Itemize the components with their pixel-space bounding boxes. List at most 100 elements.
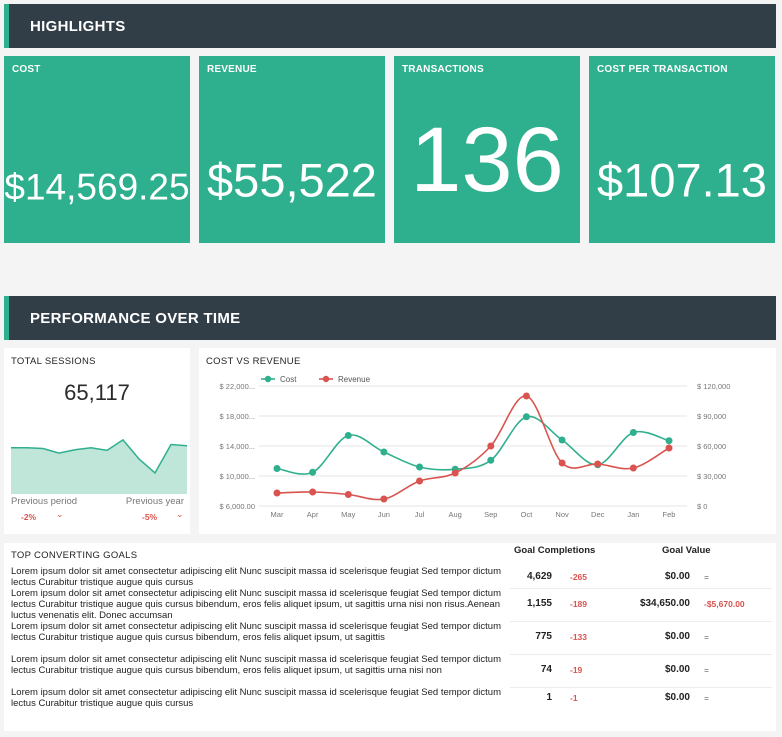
sessions-value: 65,117 (64, 380, 130, 405)
y-right-tick-label: $ 30,000 (697, 472, 726, 481)
previous-period-label: Previous period (11, 496, 78, 507)
highlights-title: HIGHLIGHTS (30, 17, 126, 35)
goal-completions: 1 (546, 692, 552, 703)
x-tick-label: Jun (378, 510, 390, 519)
legend-label: Cost (280, 375, 297, 384)
goal-description: Lorem ipsum dolor sit amet consectetur a… (11, 621, 502, 643)
x-tick-label: Apr (307, 510, 319, 519)
previous-period-value: -2% (21, 512, 37, 522)
legend-label: Revenue (338, 375, 371, 384)
revenue-point (273, 489, 281, 497)
cost-vs-revenue-chart: $ 6,000.00 $ 10,000... $ 14,000... $ 18,000… (220, 375, 731, 519)
sessions-sparkline (11, 438, 187, 494)
goal-completions: 775 (535, 631, 552, 642)
kpi-label: COST PER TRANSACTION (597, 64, 728, 75)
revenue-point (344, 491, 352, 498)
cost-point (629, 429, 637, 436)
performance-header: PERFORMANCE OVER TIME (4, 296, 776, 340)
goal-description: Lorem ipsum dolor sit amet consectetur a… (11, 566, 502, 588)
kpi-label: REVENUE (207, 64, 257, 75)
kpi-value: $107.13 (597, 153, 767, 207)
goal-completions: 4,629 (526, 571, 552, 582)
x-tick-label: Nov (555, 510, 569, 519)
goal-description: Lorem ipsum dolor sit amet consectetur a… (11, 588, 502, 621)
row-divider (510, 588, 772, 589)
revenue-point (380, 495, 388, 503)
goal-value: $0.00 (664, 692, 690, 703)
y-left-tick-label: $ 6,000.00 (220, 502, 255, 511)
goal-description: Lorem ipsum dolor sit amet consectetur a… (11, 654, 502, 676)
goal-value-delta: = (704, 572, 709, 582)
goal-completions-delta: -133 (570, 632, 588, 642)
revenue-point (522, 392, 530, 400)
revenue-series-line (276, 395, 670, 501)
sessions-title: TOTAL SESSIONS (11, 356, 96, 367)
kpi-cost-card: COST $14,569.25 (4, 56, 190, 243)
sparkline-line (11, 438, 187, 475)
revenue-point (665, 444, 673, 452)
kpi-value: 136 (410, 109, 564, 211)
goal-completions-delta: -19 (570, 665, 583, 675)
revenue-point (416, 477, 424, 485)
goal-value: $34,650.00 (639, 598, 690, 609)
cost-point (665, 437, 673, 445)
kpi-cost-per-transaction-card: COST PER TRANSACTION $107.13 (589, 56, 775, 243)
y-right-tick-label: $ 0 (697, 502, 707, 511)
row-divider (510, 654, 772, 655)
cost-point (522, 413, 530, 421)
y-right-tick-label: $ 60,000 (697, 442, 726, 451)
goal-value: $0.00 (664, 664, 690, 675)
goal-completions: 1,155 (526, 598, 552, 609)
y-left-tick-label: $ 14,000... (220, 442, 255, 451)
x-tick-label: Jul (415, 510, 425, 519)
row-divider (510, 687, 772, 688)
previous-year-label: Previous year (125, 496, 184, 507)
x-tick-label: Feb (663, 510, 676, 519)
chevron-down-icon[interactable]: ⌄ (56, 509, 64, 519)
top-converting-goals-panel: TOP CONVERTING GOALS Goal Completions Go… (4, 543, 776, 731)
legend-swatch-dot (264, 375, 272, 383)
x-tick-label: Oct (521, 510, 534, 519)
goal-value-delta: = (704, 693, 709, 703)
total-sessions-panel: TOTAL SESSIONS 65,117 Previous period Pr… (4, 348, 190, 534)
row-divider (510, 621, 772, 622)
kpi-transactions-card: TRANSACTIONS 136 (394, 56, 580, 243)
kpi-label: TRANSACTIONS (402, 64, 484, 75)
goal-value-delta: = (704, 632, 709, 642)
legend-swatch-dot (322, 375, 330, 383)
revenue-point (487, 442, 495, 450)
cost-point (487, 456, 495, 464)
goal-completions-delta: -1 (570, 693, 578, 703)
kpi-value: $55,522 (207, 153, 377, 207)
x-tick-label: Aug (449, 510, 462, 519)
highlights-header: HIGHLIGHTS (4, 4, 776, 48)
performance-title: PERFORMANCE OVER TIME (30, 309, 241, 327)
goal-value-header: Goal Value (662, 545, 711, 556)
goal-completions-delta: -265 (570, 572, 588, 582)
goals-title: TOP CONVERTING GOALS (11, 550, 138, 561)
sparkline-area (11, 439, 187, 494)
revenue-point (629, 464, 637, 472)
y-right-tick-label: $ 120,000 (697, 382, 730, 391)
kpi-value: $14,569.25 (4, 166, 190, 208)
x-tick-label: May (341, 510, 355, 519)
goal-completions: 74 (540, 664, 552, 675)
revenue-point (558, 459, 566, 467)
y-left-tick-label: $ 18,000... (220, 412, 255, 421)
cost-point (558, 436, 566, 444)
cost-point (309, 468, 317, 476)
revenue-point (309, 488, 317, 496)
chart-title: COST VS REVENUE (206, 356, 301, 367)
goal-value-delta: = (704, 665, 709, 675)
chevron-down-icon[interactable]: ⌄ (176, 509, 184, 519)
goal-value-delta: -$5,670.00 (704, 599, 745, 609)
goal-completions-header: Goal Completions (514, 545, 596, 556)
y-left-tick-label: $ 22,000... (220, 382, 255, 391)
kpi-revenue-card: REVENUE $55,522 (199, 56, 385, 243)
cost-point (273, 465, 281, 472)
revenue-point (594, 460, 602, 468)
cost-point (344, 432, 352, 439)
previous-year-value: -5% (142, 512, 158, 522)
x-tick-label: Jan (627, 510, 639, 519)
cost-point (380, 448, 388, 456)
